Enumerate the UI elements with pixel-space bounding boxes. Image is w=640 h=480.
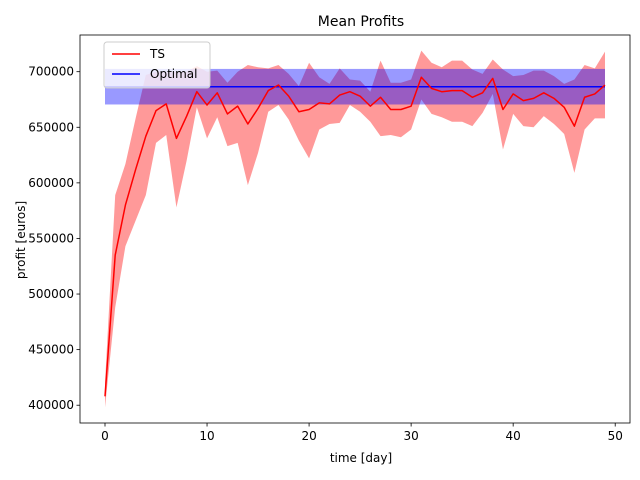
x-tick-label: 50 <box>608 429 623 443</box>
x-axis-label: time [day] <box>330 451 392 465</box>
chart-title: Mean Profits <box>318 14 404 30</box>
x-tick-label: 40 <box>506 429 521 443</box>
x-tick-label: 30 <box>403 429 418 443</box>
legend: TS Optimal <box>103 41 211 89</box>
y-tick-label: 500000 <box>28 287 74 301</box>
y-tick-label: 400000 <box>28 398 74 412</box>
ts-line <box>104 76 606 397</box>
y-tick-label: 650000 <box>28 120 74 134</box>
x-tick-label: 0 <box>101 429 109 443</box>
axes: 0 10 20 30 40 50 400000 450000 500000 550000 60000… <box>28 34 631 443</box>
y-tick-label: 450000 <box>28 343 74 357</box>
y-tick-label: 700000 <box>28 65 74 79</box>
legend-label: TS <box>149 47 165 61</box>
x-tick-label: 10 <box>199 429 214 443</box>
y-tick-label: 600000 <box>28 176 74 190</box>
plot-area <box>104 50 606 408</box>
legend-label: Optimal <box>150 67 197 81</box>
x-tick-label: 20 <box>301 429 316 443</box>
y-axis-label: profit [euros] <box>14 201 28 279</box>
ts-band <box>105 50 605 408</box>
axes-frame <box>79 34 631 424</box>
y-tick-label: 550000 <box>28 231 74 245</box>
